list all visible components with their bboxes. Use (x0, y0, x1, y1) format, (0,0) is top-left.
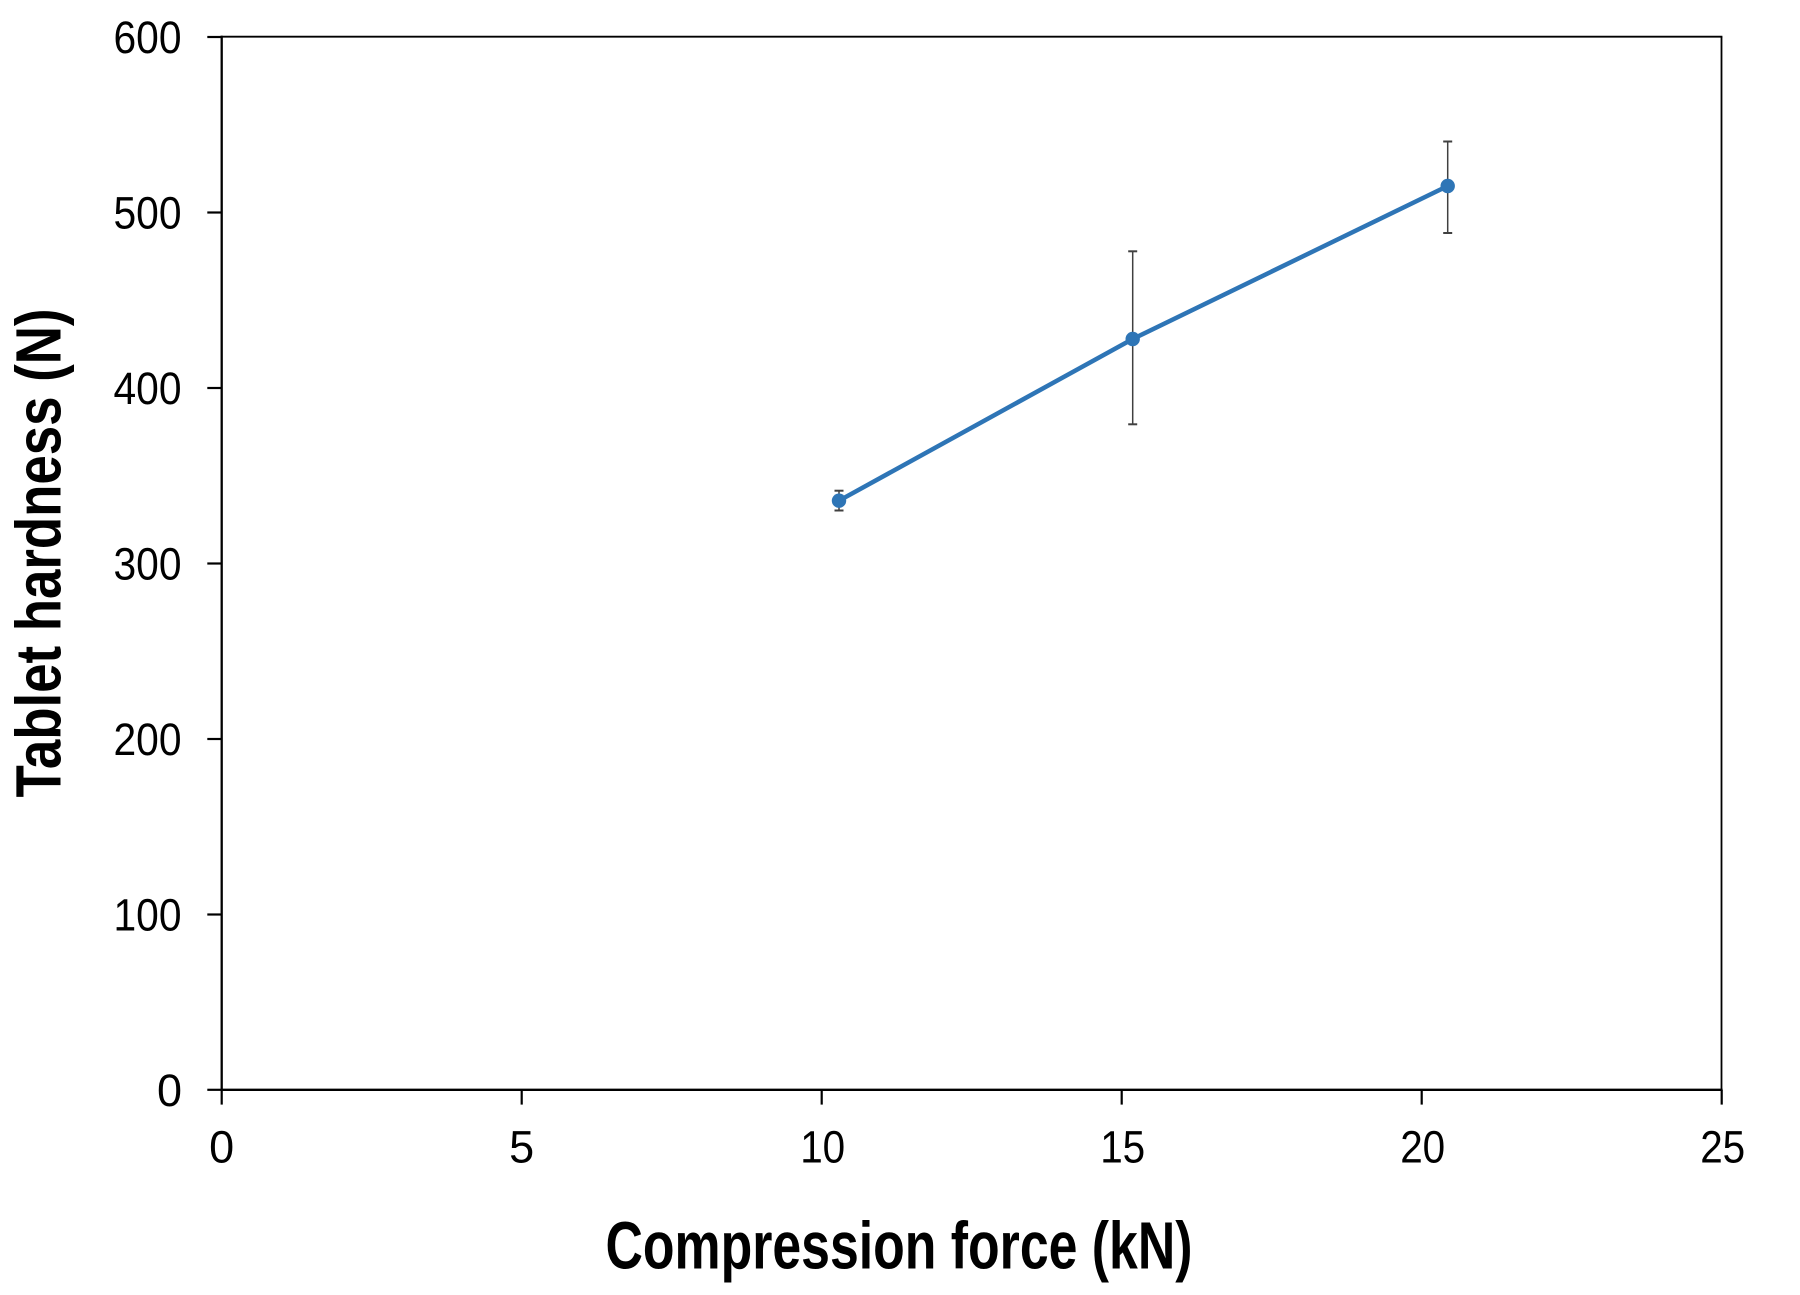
svg-text:15: 15 (1100, 1121, 1145, 1172)
svg-text:20: 20 (1400, 1121, 1445, 1172)
svg-text:25: 25 (1700, 1121, 1745, 1172)
svg-text:Tablet hardness (N): Tablet hardness (N) (3, 309, 75, 798)
svg-text:10: 10 (800, 1121, 845, 1172)
svg-text:200: 200 (114, 714, 182, 765)
svg-text:100: 100 (114, 890, 182, 941)
svg-text:Compression force (kN): Compression force (kN) (606, 1209, 1193, 1284)
svg-text:500: 500 (114, 188, 182, 239)
svg-text:300: 300 (114, 539, 182, 590)
svg-text:0: 0 (157, 1065, 182, 1116)
svg-text:600: 600 (114, 12, 182, 63)
svg-text:5: 5 (509, 1121, 534, 1172)
svg-text:0: 0 (209, 1121, 234, 1172)
svg-text:400: 400 (114, 363, 182, 414)
